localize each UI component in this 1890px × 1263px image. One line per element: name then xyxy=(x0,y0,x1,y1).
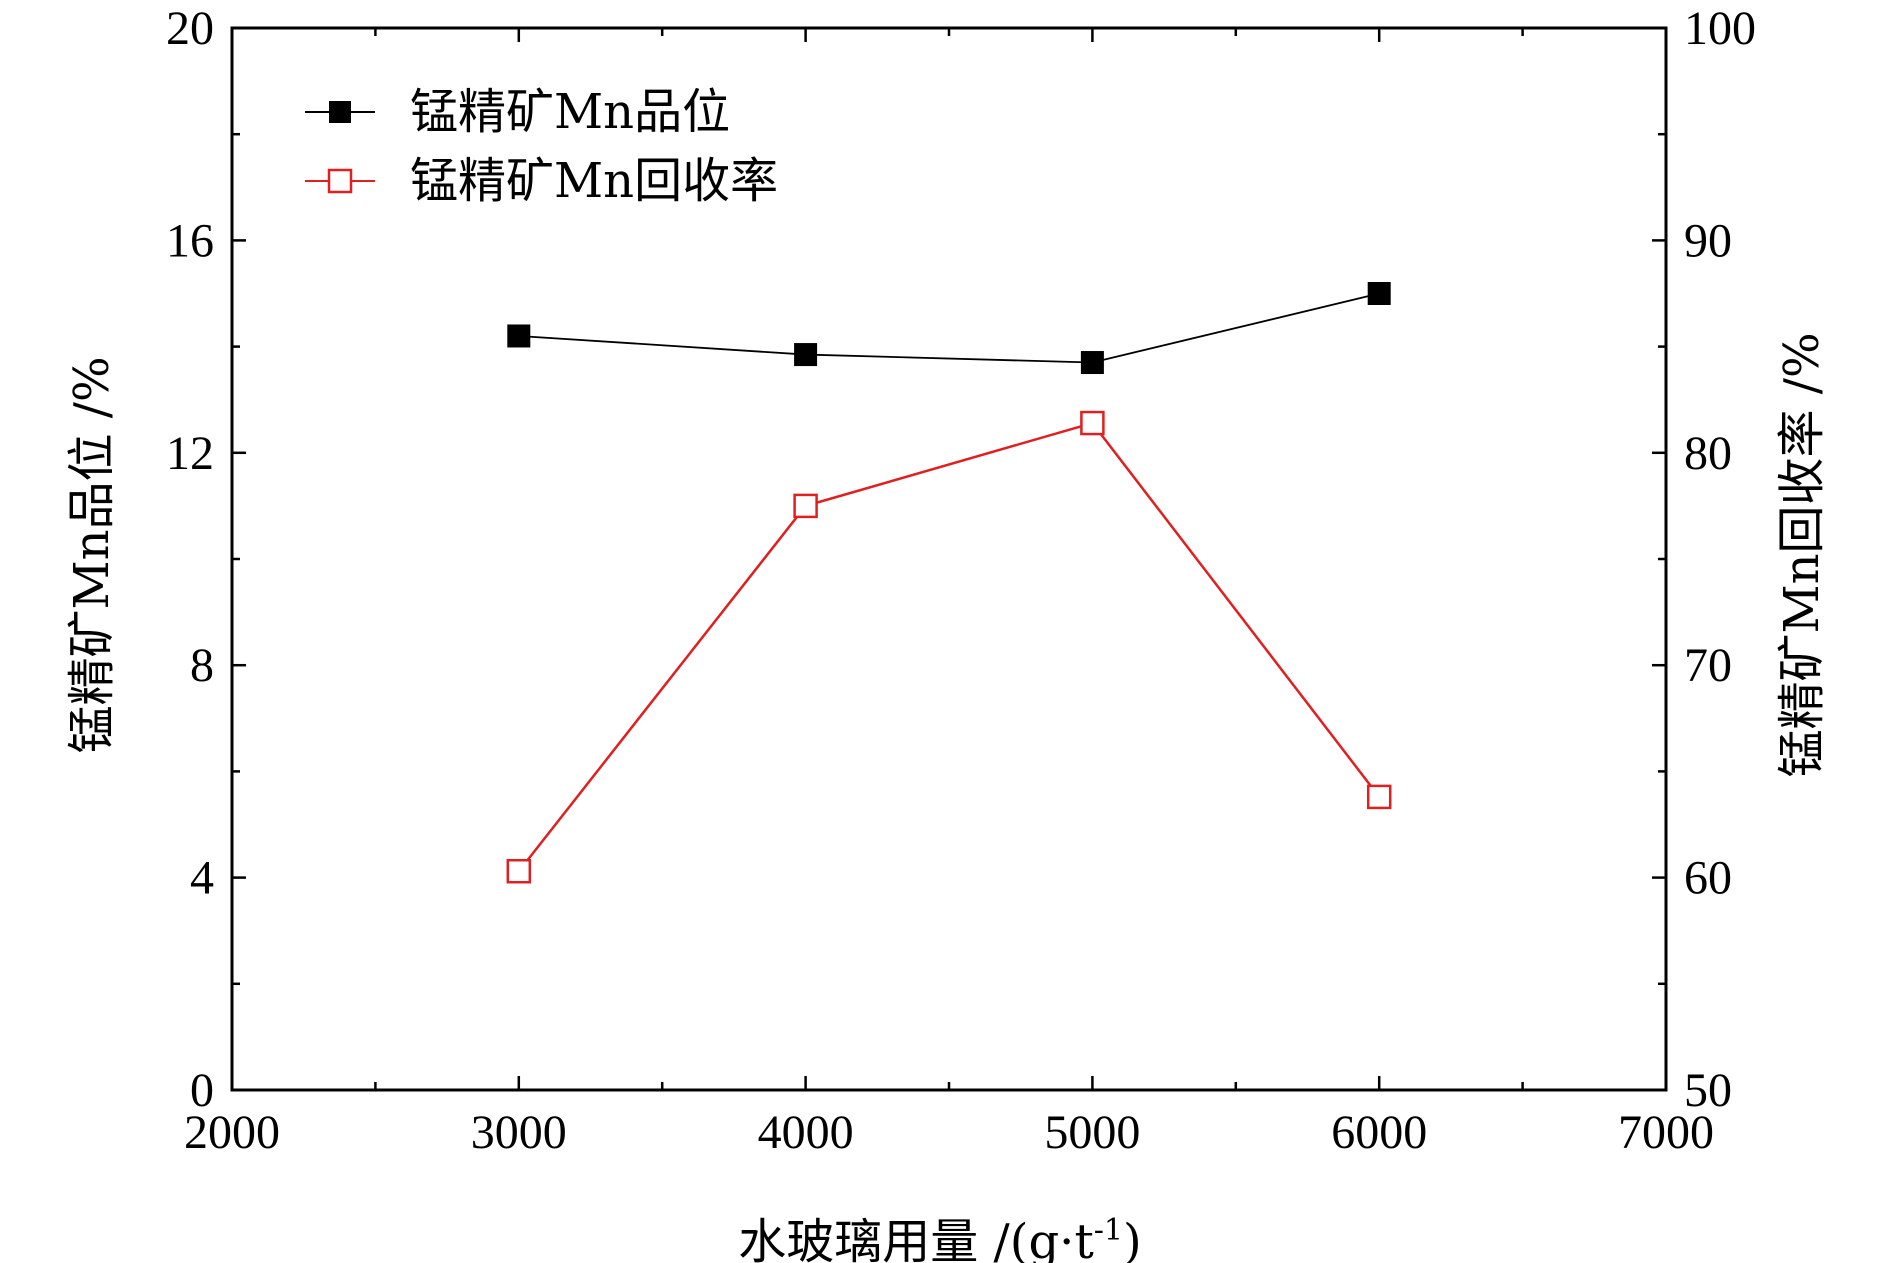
recovery-point xyxy=(1080,410,1105,436)
y-right-tick-label: 90 xyxy=(1684,214,1732,267)
x-tick-label: 6000 xyxy=(1331,1106,1427,1159)
series-grade xyxy=(507,282,1391,375)
y-left-tick-label: 12 xyxy=(166,427,214,480)
legend-label-grade: 锰精矿Mn品位 xyxy=(410,84,730,140)
grade-point xyxy=(794,343,818,367)
x-tick-label: 4000 xyxy=(758,1106,854,1159)
legend-label-recovery: 锰精矿Mn回收率 xyxy=(410,153,778,209)
y-right-tick-label: 80 xyxy=(1684,427,1732,480)
x-axis: 2000 3000 4000 5000 6000 7000 xyxy=(184,28,1714,1159)
grade-point xyxy=(507,324,531,348)
y-left-tick-label: 4 xyxy=(190,852,214,905)
grade-point xyxy=(1367,282,1391,305)
x-axis-title: 水玻璃用量 /(g·t-1) xyxy=(738,1213,1141,1263)
legend: 锰精矿Mn品位 锰精矿Mn回收率 xyxy=(305,84,778,209)
y-right-tick-label: 70 xyxy=(1684,639,1732,692)
legend-marker-recovery xyxy=(327,168,353,194)
y-right-tick-label: 60 xyxy=(1684,852,1732,905)
x-tick-label: 5000 xyxy=(1044,1106,1140,1159)
grade-line xyxy=(518,292,1380,364)
grade-point xyxy=(1080,351,1104,375)
y-axis-right: 50 60 70 80 90 100 xyxy=(1652,2,1756,1117)
series-recovery xyxy=(506,410,1392,884)
y-axis-left: 0 4 8 12 16 20 xyxy=(166,2,246,1117)
x-axis-title-main: 水玻璃用量 /(g·t xyxy=(738,1214,1093,1263)
x-tick-label: 2000 xyxy=(184,1106,280,1159)
legend-marker-grade xyxy=(329,101,351,123)
y-axis-left-title: 锰精矿Mn品位 /% xyxy=(64,356,120,753)
y-left-tick-label: 20 xyxy=(166,2,214,55)
x-tick-label: 3000 xyxy=(471,1106,567,1159)
y-right-tick-label: 50 xyxy=(1684,1064,1732,1117)
series-layer xyxy=(506,282,1392,884)
x-axis-title-sup: -1 xyxy=(1094,1213,1123,1248)
y-right-tick-label: 100 xyxy=(1684,2,1756,55)
y-left-tick-label: 0 xyxy=(190,1064,214,1117)
x-axis-title-tail: ) xyxy=(1123,1214,1142,1263)
recovery-line xyxy=(517,421,1381,872)
y-axis-right-title: 锰精矿Mn回收率 /% xyxy=(1774,332,1830,777)
x-tick-label: 7000 xyxy=(1618,1106,1714,1159)
recovery-point xyxy=(1366,784,1392,810)
y-left-tick-label: 16 xyxy=(166,214,214,267)
y-left-tick-label: 8 xyxy=(190,639,214,692)
recovery-point xyxy=(793,493,818,519)
recovery-point xyxy=(506,858,532,884)
